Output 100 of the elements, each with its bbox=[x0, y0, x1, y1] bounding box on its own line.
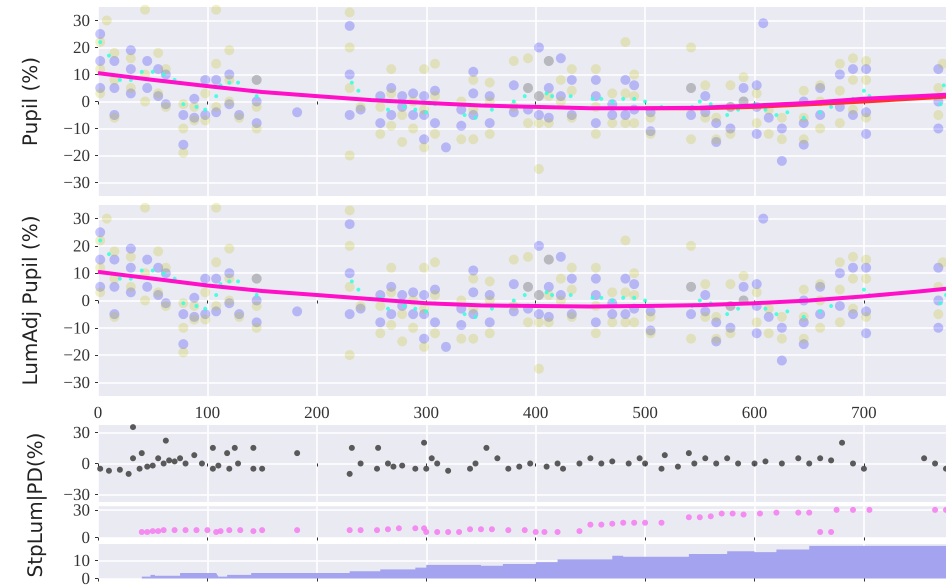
point bbox=[568, 94, 573, 98]
point bbox=[118, 78, 122, 82]
x-tick-label: 300 bbox=[414, 403, 440, 422]
point bbox=[730, 510, 736, 517]
point bbox=[346, 527, 353, 534]
point bbox=[204, 527, 210, 534]
point bbox=[631, 520, 638, 526]
point bbox=[590, 96, 595, 101]
point bbox=[140, 70, 144, 74]
point bbox=[774, 312, 778, 316]
point bbox=[172, 527, 178, 534]
point bbox=[478, 526, 484, 532]
point bbox=[424, 110, 428, 114]
point bbox=[599, 96, 604, 101]
point bbox=[590, 296, 595, 300]
point bbox=[150, 268, 155, 272]
point bbox=[763, 306, 768, 311]
point bbox=[686, 514, 692, 520]
point bbox=[829, 304, 834, 308]
point bbox=[708, 513, 714, 520]
x-tick-label: 100 bbox=[194, 403, 220, 422]
y-tick-label: 20 bbox=[73, 236, 90, 256]
point bbox=[226, 527, 232, 534]
point bbox=[795, 510, 802, 516]
point bbox=[384, 526, 391, 532]
y-tick-label: −10 bbox=[63, 119, 90, 138]
y-tick-label: 10 bbox=[73, 65, 90, 84]
point bbox=[696, 514, 703, 520]
point bbox=[456, 529, 462, 535]
point bbox=[434, 529, 440, 535]
point bbox=[203, 108, 208, 112]
point bbox=[632, 296, 636, 300]
point bbox=[386, 306, 390, 311]
y-tick-label: −20 bbox=[63, 346, 90, 365]
point bbox=[227, 80, 232, 85]
y-tick-label: 20 bbox=[73, 38, 90, 57]
y-tick-label: 0 bbox=[82, 569, 90, 587]
y-axis-title: StpLum|PD(%) bbox=[23, 432, 47, 578]
point bbox=[862, 88, 866, 93]
x-tick-label: 200 bbox=[304, 403, 330, 422]
y-tick-label: −10 bbox=[63, 318, 90, 338]
x-tick-label: 0 bbox=[94, 403, 102, 422]
point bbox=[862, 288, 866, 292]
point bbox=[544, 290, 549, 294]
point bbox=[817, 529, 824, 535]
point bbox=[474, 314, 478, 319]
y-tick-label: 0 bbox=[82, 92, 90, 111]
point bbox=[599, 296, 604, 300]
y-tick-label: −30 bbox=[63, 372, 90, 392]
point bbox=[740, 511, 747, 518]
point bbox=[396, 525, 402, 532]
point bbox=[254, 293, 259, 298]
point bbox=[621, 296, 626, 300]
point bbox=[785, 110, 790, 114]
point bbox=[598, 522, 604, 528]
point bbox=[866, 506, 872, 513]
point bbox=[725, 113, 730, 117]
point bbox=[806, 510, 812, 516]
point bbox=[756, 510, 763, 517]
point bbox=[214, 293, 218, 298]
point bbox=[532, 529, 539, 535]
y-tick-label: 30 bbox=[73, 209, 90, 228]
point bbox=[554, 529, 561, 535]
point bbox=[938, 102, 943, 106]
point bbox=[413, 108, 418, 112]
y-tick-label: 30 bbox=[73, 422, 90, 442]
point bbox=[698, 298, 702, 302]
point bbox=[358, 527, 364, 534]
point bbox=[155, 528, 162, 534]
point bbox=[609, 520, 616, 527]
point bbox=[818, 110, 822, 114]
point bbox=[474, 116, 478, 120]
x-tick-label: 500 bbox=[632, 403, 658, 422]
point bbox=[541, 529, 548, 535]
point bbox=[227, 279, 232, 284]
point bbox=[658, 520, 665, 526]
point bbox=[254, 94, 259, 98]
point bbox=[140, 268, 144, 272]
point bbox=[106, 252, 111, 256]
point bbox=[236, 80, 240, 85]
point bbox=[462, 113, 467, 117]
point bbox=[294, 527, 300, 534]
point bbox=[512, 100, 516, 104]
y-tick-label: −30 bbox=[63, 173, 90, 192]
point bbox=[522, 527, 528, 534]
point bbox=[150, 528, 156, 534]
point bbox=[834, 506, 840, 513]
point bbox=[942, 83, 946, 88]
point bbox=[138, 529, 145, 535]
point bbox=[932, 506, 938, 513]
x-tick-label: 600 bbox=[742, 403, 768, 422]
point bbox=[374, 527, 380, 534]
point bbox=[698, 100, 702, 104]
point bbox=[150, 70, 155, 74]
y-axis-title: LumAdj Pupil (%) bbox=[18, 215, 42, 386]
point bbox=[236, 279, 240, 284]
point bbox=[829, 104, 834, 109]
y-tick-label: 10 bbox=[73, 264, 90, 283]
y-tick-label: 0 bbox=[82, 291, 90, 310]
point bbox=[736, 306, 740, 311]
